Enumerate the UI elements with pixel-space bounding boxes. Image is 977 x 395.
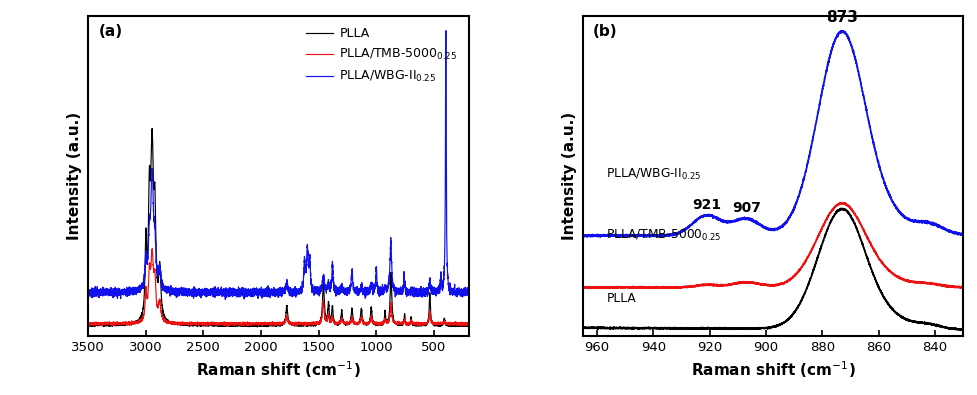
PLLA/TMB-5000$_{0.25}$ <box>147 246 158 251</box>
Line: PLLA: PLLA <box>76 128 468 327</box>
PLLA/WBG-II$_{0.25}$ <box>462 287 474 292</box>
PLLA <box>70 323 82 327</box>
Line: PLLA/TMB-5000$_{0.25}$: PLLA/TMB-5000$_{0.25}$ <box>76 249 468 326</box>
X-axis label: Raman shift (cm$^{-1}$): Raman shift (cm$^{-1}$) <box>690 359 855 380</box>
PLLA/WBG-II$_{0.25}$ <box>440 28 451 33</box>
PLLA <box>73 322 85 327</box>
Text: (a): (a) <box>99 24 122 39</box>
Text: 873: 873 <box>826 9 857 24</box>
PLLA/WBG-II$_{0.25}$ <box>219 297 231 302</box>
PLLA/TMB-5000$_{0.25}$ <box>315 320 326 325</box>
Text: PLLA/WBG-II$_{0.25}$: PLLA/WBG-II$_{0.25}$ <box>606 167 701 182</box>
Y-axis label: Intensity (a.u.): Intensity (a.u.) <box>562 112 576 240</box>
Text: 921: 921 <box>692 198 721 212</box>
PLLA/TMB-5000$_{0.25}$ <box>73 321 85 326</box>
PLLA/WBG-II$_{0.25}$ <box>73 290 85 294</box>
PLLA/TMB-5000$_{0.25}$ <box>462 321 474 325</box>
PLLA <box>371 322 383 327</box>
Line: PLLA/WBG-II$_{0.25}$: PLLA/WBG-II$_{0.25}$ <box>76 31 468 299</box>
PLLA/WBG-II$_{0.25}$ <box>367 288 379 293</box>
Text: (b): (b) <box>592 24 617 39</box>
Legend: PLLA, PLLA/TMB-5000$_{0.25}$, PLLA/WBG-II$_{0.25}$: PLLA, PLLA/TMB-5000$_{0.25}$, PLLA/WBG-I… <box>300 22 462 89</box>
Text: PLLA/TMB-5000$_{0.25}$: PLLA/TMB-5000$_{0.25}$ <box>606 228 721 243</box>
PLLA <box>315 318 326 322</box>
PLLA <box>251 325 263 329</box>
PLLA/TMB-5000$_{0.25}$ <box>369 322 381 327</box>
PLLA <box>369 322 381 326</box>
PLLA/TMB-5000$_{0.25}$ <box>286 321 298 326</box>
PLLA <box>286 323 298 328</box>
X-axis label: Raman shift (cm$^{-1}$): Raman shift (cm$^{-1}$) <box>195 359 361 380</box>
Y-axis label: Intensity (a.u.): Intensity (a.u.) <box>67 112 82 240</box>
Text: 907: 907 <box>731 201 760 214</box>
PLLA/WBG-II$_{0.25}$ <box>286 290 298 295</box>
PLLA <box>147 126 158 131</box>
PLLA/WBG-II$_{0.25}$ <box>70 291 82 295</box>
PLLA/WBG-II$_{0.25}$ <box>371 283 383 288</box>
PLLA/TMB-5000$_{0.25}$ <box>371 321 383 326</box>
PLLA/WBG-II$_{0.25}$ <box>369 280 381 285</box>
PLLA/TMB-5000$_{0.25}$ <box>367 321 379 325</box>
PLLA/TMB-5000$_{0.25}$ <box>222 324 234 329</box>
Text: PLLA: PLLA <box>606 292 635 305</box>
PLLA/WBG-II$_{0.25}$ <box>315 288 326 293</box>
PLLA <box>462 323 474 328</box>
PLLA <box>367 320 379 324</box>
PLLA/TMB-5000$_{0.25}$ <box>70 322 82 327</box>
